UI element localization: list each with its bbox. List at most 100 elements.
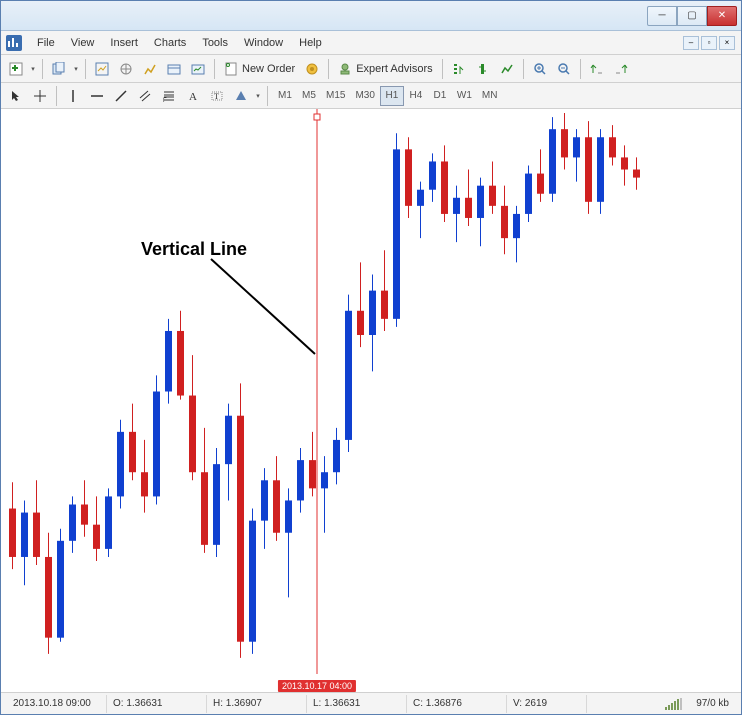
app-icon: [5, 34, 23, 52]
horizontal-line-button[interactable]: [86, 85, 108, 107]
timeframe-h4[interactable]: H4: [404, 86, 428, 106]
timeframe-m30[interactable]: M30: [350, 86, 379, 106]
candle: [57, 541, 64, 638]
timeframe-group: M1M5M15M30H1H4D1W1MN: [273, 86, 502, 106]
candle: [153, 392, 160, 497]
menu-file[interactable]: File: [29, 34, 63, 52]
profiles-dropdown[interactable]: ▾: [72, 58, 80, 80]
status-close: C: 1.36876: [407, 695, 507, 713]
new-order-label: New Order: [242, 63, 295, 75]
timeframe-d1[interactable]: D1: [428, 86, 452, 106]
metaeditor-button[interactable]: [301, 58, 323, 80]
menu-tools[interactable]: Tools: [194, 34, 236, 52]
menu-view[interactable]: View: [63, 34, 103, 52]
candle: [237, 416, 244, 642]
candle: [525, 174, 532, 214]
market-watch-button[interactable]: [91, 58, 113, 80]
candle: [45, 557, 52, 638]
candle: [261, 480, 268, 520]
mdi-close-button[interactable]: ×: [719, 36, 735, 50]
candle: [21, 513, 28, 557]
window-close-button[interactable]: ✕: [707, 6, 737, 26]
timeframe-h1[interactable]: H1: [380, 86, 404, 106]
expert-advisors-label: Expert Advisors: [356, 63, 432, 75]
candle: [441, 161, 448, 213]
templates-button[interactable]: [496, 58, 518, 80]
app-window: ─ ▢ ✕ File View Insert Charts Tools Wind…: [0, 0, 742, 715]
expert-advisors-button[interactable]: Expert Advisors: [334, 58, 436, 80]
indicator-list-button[interactable]: [448, 58, 470, 80]
shift-button[interactable]: [610, 58, 632, 80]
text-label-button[interactable]: T: [206, 85, 228, 107]
timeframe-w1[interactable]: W1: [452, 86, 477, 106]
candle: [633, 170, 640, 178]
menu-window[interactable]: Window: [236, 34, 291, 52]
zoom-out-button[interactable]: [553, 58, 575, 80]
candle: [501, 206, 508, 238]
candle: [309, 460, 316, 488]
status-datetime: 2013.10.18 09:00: [7, 695, 107, 713]
cursor-button[interactable]: [5, 85, 27, 107]
statusbar: 2013.10.18 09:00 O: 1.36631 H: 1.36907 L…: [1, 692, 741, 714]
profiles-button[interactable]: [48, 58, 70, 80]
new-chart-dropdown[interactable]: ▾: [29, 58, 37, 80]
candle: [177, 331, 184, 396]
shapes-button[interactable]: [230, 85, 252, 107]
terminal-button[interactable]: [163, 58, 185, 80]
candle: [453, 198, 460, 214]
svg-text:T: T: [214, 92, 219, 101]
menu-insert[interactable]: Insert: [102, 34, 146, 52]
titlebar[interactable]: ─ ▢ ✕: [1, 1, 741, 31]
channel-button[interactable]: [134, 85, 156, 107]
candle: [597, 137, 604, 202]
candle: [93, 525, 100, 549]
new-chart-button[interactable]: [5, 58, 27, 80]
fibonacci-button[interactable]: F: [158, 85, 180, 107]
scroll-button[interactable]: [586, 58, 608, 80]
timeframe-mn[interactable]: MN: [477, 86, 503, 106]
trendline-button[interactable]: [110, 85, 132, 107]
candle: [621, 157, 628, 169]
candle: [141, 472, 148, 496]
timeframe-m5[interactable]: M5: [297, 86, 321, 106]
timeframe-m1[interactable]: M1: [273, 86, 297, 106]
mdi-restore-button[interactable]: ▫: [701, 36, 717, 50]
candle: [477, 186, 484, 218]
candle: [273, 480, 280, 532]
status-open: O: 1.36631: [107, 695, 207, 713]
window-minimize-button[interactable]: ─: [647, 6, 677, 26]
vertical-line-button[interactable]: [62, 85, 84, 107]
menu-help[interactable]: Help: [291, 34, 330, 52]
annotation-arrow: [211, 259, 315, 354]
zoom-in-button[interactable]: [529, 58, 551, 80]
candle: [321, 472, 328, 488]
toolbar-main: ▾ ▾ New Order Expert Advisors: [1, 55, 741, 83]
candle: [537, 174, 544, 194]
menu-charts[interactable]: Charts: [146, 34, 194, 52]
text-button[interactable]: A: [182, 85, 204, 107]
window-maximize-button[interactable]: ▢: [677, 6, 707, 26]
periodicity-button[interactable]: [472, 58, 494, 80]
candle: [213, 464, 220, 545]
candle: [573, 137, 580, 157]
candle: [465, 198, 472, 218]
vertical-line-handle[interactable]: [314, 114, 320, 120]
navigator-button[interactable]: [115, 58, 137, 80]
chart-area[interactable]: Vertical Line 2013.10.17 04:00: [1, 109, 741, 692]
candlestick-chart[interactable]: [1, 109, 701, 674]
crosshair-button[interactable]: [29, 85, 51, 107]
candle: [585, 137, 592, 202]
strategy-tester-button[interactable]: [187, 58, 209, 80]
candle: [285, 500, 292, 532]
candle: [201, 472, 208, 545]
shapes-dropdown[interactable]: ▾: [254, 85, 262, 107]
data-window-button[interactable]: [139, 58, 161, 80]
mdi-minimize-button[interactable]: –: [683, 36, 699, 50]
candle: [369, 291, 376, 335]
candle: [345, 311, 352, 440]
timeframe-m15[interactable]: M15: [321, 86, 350, 106]
candle: [165, 331, 172, 392]
new-order-button[interactable]: New Order: [220, 58, 299, 80]
candle: [417, 190, 424, 206]
candle: [333, 440, 340, 472]
